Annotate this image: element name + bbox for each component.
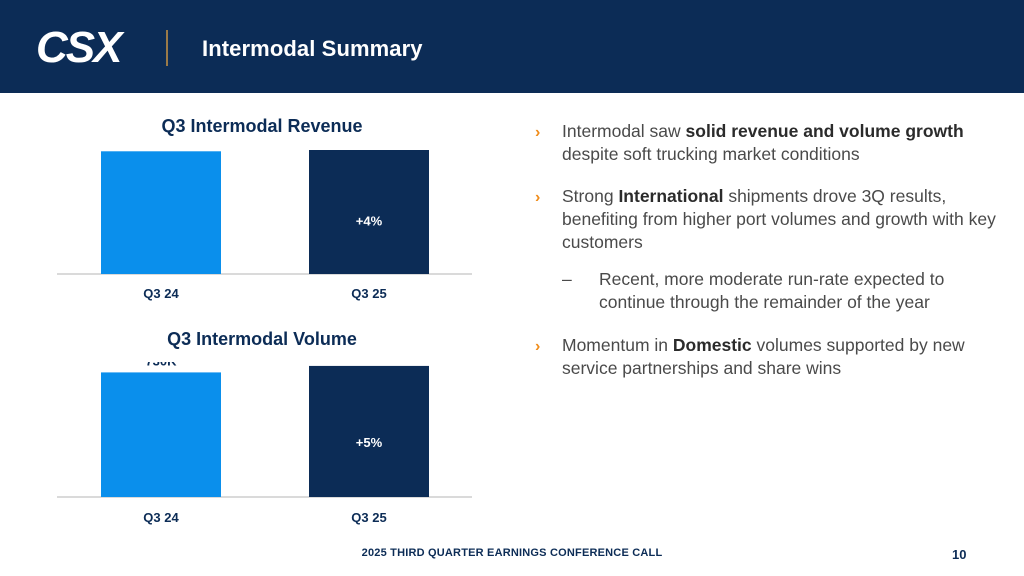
bullet-arrow-icon: › (535, 338, 541, 355)
bullet-item-domestic: › Momentum in Domestic volumes supported… (535, 335, 965, 378)
volume-chart-title: Q3 Intermodal Volume (167, 329, 357, 349)
bar-q3-25 (309, 150, 429, 274)
revenue-chart-title: Q3 Intermodal Revenue (161, 116, 363, 136)
category-tick-label: Q3 25 (351, 510, 386, 525)
category-tick-label: Q3 25 (351, 286, 386, 301)
csx-logo: CSX (36, 24, 146, 70)
bullet-item-revenue: › Intermodal saw solid revenue and volum… (535, 121, 964, 164)
volume-chart: 730KQ3 24768KQ3 25+5% (57, 362, 472, 525)
bar-q3-25 (309, 365, 429, 497)
header-divider (166, 30, 168, 66)
revenue-chart: $509MQ3 24$527MQ3 25+4% (57, 150, 472, 301)
bullet-arrow-icon: › (535, 189, 541, 206)
page-title: Intermodal Summary (202, 36, 423, 61)
bullet-emphasis: International (618, 186, 724, 206)
category-tick-label: Q3 24 (143, 510, 179, 525)
dash-icon: – (562, 269, 572, 289)
bar-q3-24 (101, 372, 221, 497)
bullet-emphasis: solid revenue and volume growth (685, 121, 964, 141)
page-number: 10 (952, 547, 967, 562)
category-tick-label: Q3 24 (143, 286, 179, 301)
bullet-arrow-icon: › (535, 124, 541, 141)
footer-text: 2025 THIRD QUARTER EARNINGS CONFERENCE C… (361, 547, 663, 559)
bullet-emphasis: Domestic (672, 335, 752, 355)
logo-text: CSX (36, 24, 125, 70)
bar-q3-24 (101, 151, 221, 274)
data-label: 730K (145, 362, 177, 368)
growth-annotation: +4% (356, 214, 383, 229)
growth-annotation: +5% (356, 435, 383, 450)
bullet-item-international: › Strong International shipments drove 3… (535, 186, 996, 252)
header-bar: CSX Intermodal Summary (0, 0, 1024, 93)
sub-bullet-run-rate: – Recent, more moderate run-rate expecte… (562, 269, 945, 312)
bullet-list: › Intermodal saw solid revenue and volum… (530, 120, 1000, 399)
